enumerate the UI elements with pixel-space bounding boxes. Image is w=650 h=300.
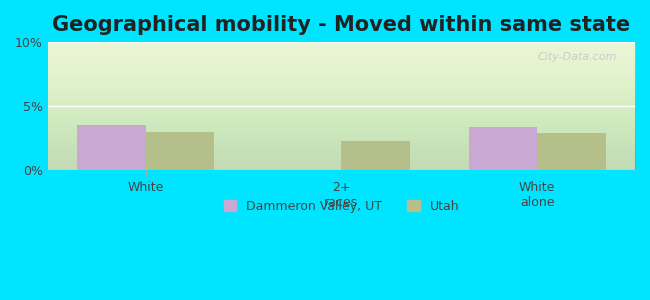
Text: City-Data.com: City-Data.com bbox=[538, 52, 617, 62]
Bar bbox=[537, 133, 606, 170]
Bar bbox=[146, 132, 214, 170]
Bar bbox=[77, 125, 146, 170]
Bar bbox=[341, 141, 410, 170]
Title: Geographical mobility - Moved within same state: Geographical mobility - Moved within sam… bbox=[52, 15, 630, 35]
Legend: Dammeron Valley, UT, Utah: Dammeron Valley, UT, Utah bbox=[218, 195, 464, 218]
Bar bbox=[469, 127, 537, 170]
